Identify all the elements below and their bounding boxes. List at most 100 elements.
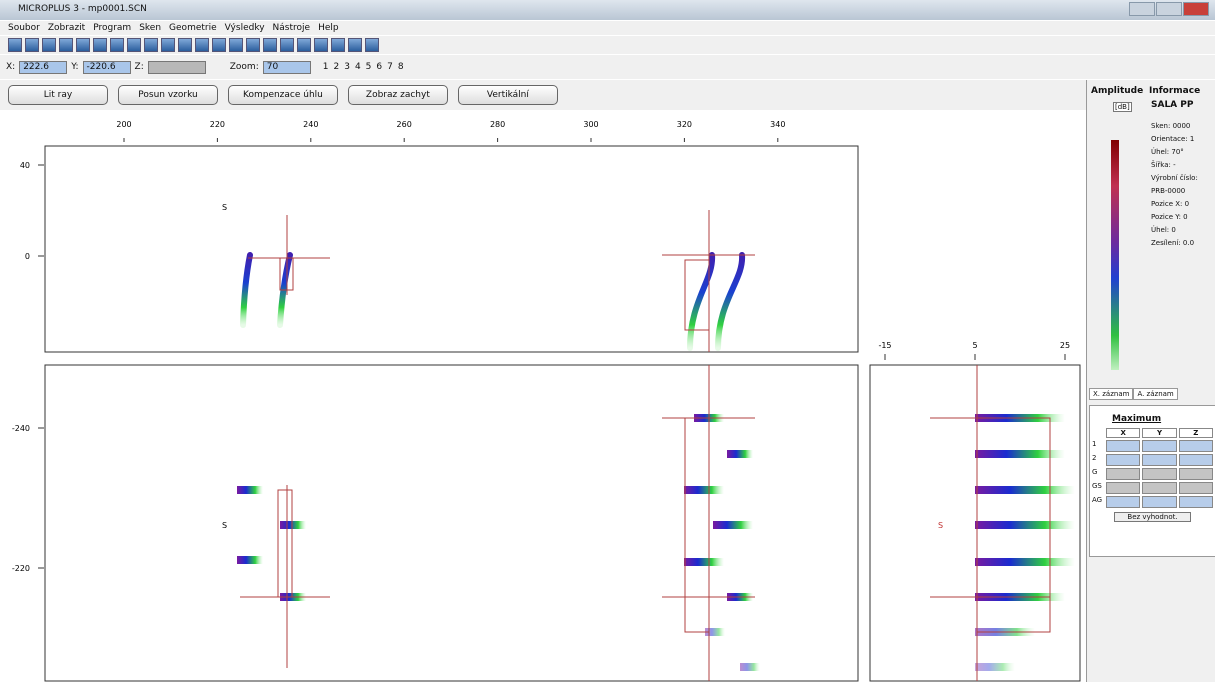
tool-button[interactable] [25,38,39,52]
cell [1106,468,1140,480]
tool-button[interactable] [297,38,311,52]
xy-cursors [248,210,755,352]
y-field[interactable]: -220.6 [83,61,131,74]
dropdown-button[interactable]: Posun vzorku [118,85,218,105]
cell [1142,482,1176,494]
cell [1106,482,1140,494]
info-line: Výrobní číslo: [1151,172,1198,185]
x-tick-label: 280 [490,120,505,129]
info-line: Úhel: 70° [1151,146,1198,159]
tool-button[interactable] [8,38,22,52]
y-tick-label: -240 [12,424,30,433]
action-button[interactable]: Bez vyhodnot. [1114,512,1191,522]
page-number[interactable]: 6 [376,62,382,72]
marker: S [938,521,943,530]
tool-button[interactable] [263,38,277,52]
button-bar: Lit ray Posun vzorku Kompenzace úhlu Zobraz… [0,80,1093,110]
menu-item[interactable]: Soubor [8,23,40,33]
tool-button[interactable] [161,38,175,52]
tool-button[interactable] [76,38,90,52]
cell [1106,454,1140,466]
tool-button[interactable] [365,38,379,52]
page-number[interactable]: 4 [355,62,361,72]
window-buttons[interactable] [1129,2,1209,16]
tool-button[interactable] [93,38,107,52]
tool-button[interactable] [331,38,345,52]
tool-button[interactable] [348,38,362,52]
tool-button[interactable] [110,38,124,52]
menu-item[interactable]: Nástroje [273,23,311,33]
dropdown-button[interactable]: Zobraz zachyt [348,85,448,105]
menu-item[interactable]: Výsledky [225,23,265,33]
tool-button[interactable] [127,38,141,52]
page-number[interactable]: 1 [323,62,329,72]
info-line: Šířka: - [1151,159,1198,172]
y-tick-label: -220 [12,564,30,573]
z-field [148,61,206,74]
maximize[interactable] [1156,2,1182,16]
info-line: Sken: 0000 [1151,120,1198,133]
cell [1179,496,1213,508]
xy-echoes [243,255,742,348]
zoom-field[interactable]: 70 [263,61,311,74]
tool-button[interactable] [195,38,209,52]
tab[interactable]: A. záznam [1133,388,1177,400]
tab[interactable]: X. záznam [1089,388,1133,400]
menu-item[interactable]: Program [93,23,131,33]
y-tick-label: 40 [20,161,30,170]
tool-button[interactable] [212,38,226,52]
tool-button[interactable] [314,38,328,52]
page-number[interactable]: 3 [344,62,350,72]
tool-button[interactable] [280,38,294,52]
page-number[interactable]: 5 [366,62,372,72]
dropdown-button[interactable]: Lit ray [8,85,108,105]
marker: S [222,203,227,212]
y-tick-label: 0 [25,252,30,261]
y-label: Y: [71,62,78,72]
tool-button[interactable] [246,38,260,52]
x-field[interactable]: 222.6 [19,61,67,74]
page-number[interactable]: 7 [387,62,393,72]
tool-button[interactable] [59,38,73,52]
cell [1106,496,1140,508]
z-label: Z: [135,62,144,72]
cell [1142,496,1176,508]
xz-echoes [237,414,1075,671]
info-line: Pozice X: 0 [1151,198,1198,211]
tool-button[interactable] [144,38,158,52]
toolbar [0,36,1215,54]
x-label: X: [6,62,15,72]
xz-cursors [240,365,1050,681]
tool-button[interactable] [42,38,56,52]
page-number[interactable]: 2 [333,62,339,72]
menu-item[interactable]: Sken [139,23,161,33]
close[interactable] [1183,2,1209,16]
tool-button[interactable] [229,38,243,52]
menu-item[interactable]: Zobrazit [48,23,85,33]
xy-frame [45,146,858,352]
cell [1179,482,1213,494]
dropdown-button[interactable]: Kompenzace úhlu [228,85,338,105]
column-header: Y [1142,428,1176,438]
cell [1142,468,1176,480]
info-name: SALA PP [1151,100,1193,110]
tool-button[interactable] [178,38,192,52]
info-line: Orientace: 1 [1151,133,1198,146]
info-line: Zesílení: 0.0 [1151,237,1198,250]
cell [1179,440,1213,452]
minimize[interactable] [1129,2,1155,16]
page-number[interactable]: 8 [398,62,404,72]
row-label: AG [1092,496,1104,508]
cell [1142,440,1176,452]
cell [1179,468,1213,480]
cell [1142,454,1176,466]
dropdown-button[interactable]: Vertikální [458,85,558,105]
amplitude-unit[interactable]: [dB] [1113,102,1132,112]
menu-item[interactable]: Geometrie [169,23,217,33]
menu-item[interactable]: Help [318,23,339,33]
title-bar: MICROPLUS 3 - mp0001.SCN [0,0,1215,20]
